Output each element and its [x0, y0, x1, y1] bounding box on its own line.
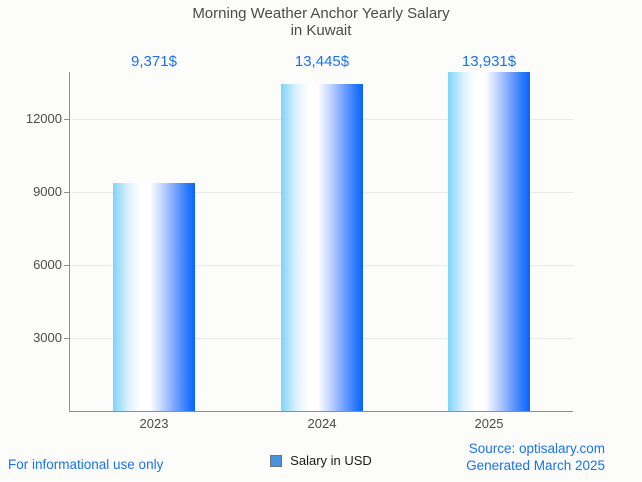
bar-value-label: 13,931$: [461, 53, 517, 70]
x-axis-label: 2023: [139, 416, 169, 431]
y-axis-label: 9000: [33, 184, 62, 199]
y-axis-tick: [64, 265, 70, 266]
legend: Salary in USD: [0, 453, 642, 468]
source-line: Source: optisalary.com: [468, 441, 605, 456]
bar-value-label: 13,445$: [294, 53, 350, 70]
chart-title: Morning Weather Anchor Yearly Salary in …: [0, 5, 642, 39]
disclaimer-note: For informational use only: [8, 457, 164, 472]
y-axis-tick: [64, 192, 70, 193]
bar-2023: [113, 183, 195, 411]
bar-value-label: 9,371$: [131, 53, 177, 70]
y-axis-label: 12000: [25, 111, 62, 126]
y-axis-label: 3000: [33, 330, 62, 345]
bar-2024: [281, 84, 363, 411]
generated-line: Generated March 2025: [466, 458, 605, 473]
legend-label: Salary in USD: [290, 453, 372, 468]
source-note: Source: optisalary.com Generated March 2…: [466, 440, 605, 474]
chart-title-line1: Morning Weather Anchor Yearly Salary: [192, 5, 450, 22]
chart-title-line2: in Kuwait: [290, 22, 352, 39]
y-axis-tick: [64, 119, 70, 120]
x-axis-label: 2025: [474, 416, 504, 431]
x-axis-label: 2024: [307, 416, 337, 431]
y-axis-label: 6000: [33, 257, 62, 272]
legend-marker-icon: [270, 454, 283, 467]
bar-2025: [448, 72, 530, 411]
y-axis-tick: [64, 338, 70, 339]
plot-area: 3000 6000 9000 12000 9,371$ 2023 13,445$ 2024 13…: [26, 53, 573, 431]
